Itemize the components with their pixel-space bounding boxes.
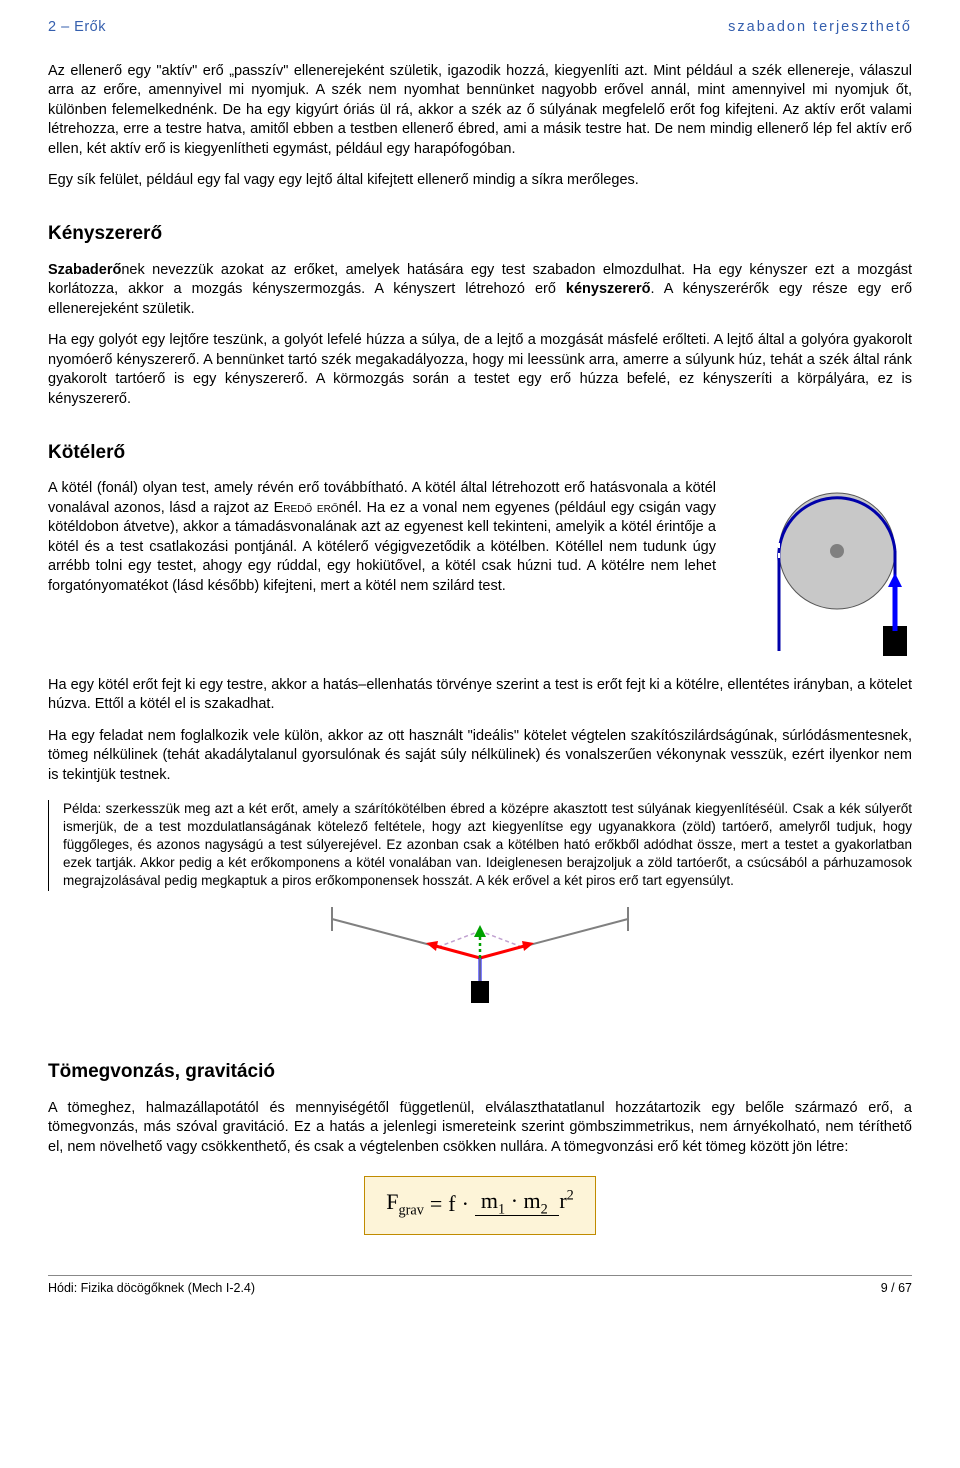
formula-m1: m: [481, 1188, 498, 1213]
footer-left: Hódi: Fizika döcögőknek (Mech I-2.4): [48, 1280, 255, 1297]
header-right: szabadon terjeszthető: [728, 18, 912, 38]
term-szabadero: Szabaderő: [48, 262, 121, 278]
heading-tomegvonzas: Tömegvonzás, gravitáció: [48, 1059, 912, 1085]
formula-eq: =: [430, 1189, 442, 1219]
paragraph-tomeg-1: A tömeghez, halmazállapotától és mennyis…: [48, 1099, 912, 1158]
formula-m2sub: 2: [541, 1202, 548, 1218]
page-footer: Hódi: Fizika döcögőknek (Mech I-2.4) 9 /…: [48, 1275, 912, 1297]
formula-dot1: ·: [462, 1189, 469, 1219]
footer-right: 9 / 67: [881, 1280, 912, 1297]
formula-f: f: [448, 1189, 455, 1219]
ref-eredo-ero: Eredő erő: [274, 500, 339, 516]
formula-dot2: ·: [511, 1188, 518, 1213]
header-left: 2 – Erők: [48, 18, 106, 38]
term-kenyszerero: kényszererő: [566, 281, 651, 297]
formula-r: r: [559, 1188, 566, 1213]
formula-m1sub: 1: [498, 1202, 505, 1218]
formula-gravitation: Fgrav = f · m1 · m2 r2: [364, 1176, 596, 1236]
paragraph-intro-2: Egy sík felület, például egy fal vagy eg…: [48, 171, 912, 191]
formula-F: F: [386, 1189, 398, 1214]
paragraph-kotel-3: Ha egy feladat nem foglalkozik vele külö…: [48, 727, 912, 786]
heading-kotelero: Kötélerő: [48, 440, 912, 466]
paragraph-kenyszer-1: Szabaderőnek nevezzük azokat az erőket, …: [48, 261, 912, 320]
formula-rsup: 2: [567, 1188, 574, 1204]
page-header: 2 – Erők szabadon terjeszthető: [48, 18, 912, 38]
heading-kenyszerero: Kényszererő: [48, 221, 912, 247]
pulley-diagram: [732, 481, 912, 668]
rope-force-diagram: [48, 903, 912, 1030]
formula-Fsub: grav: [398, 1202, 423, 1218]
paragraph-intro-1: Az ellenerő egy "aktív" erő „passzív" el…: [48, 62, 912, 160]
example-text: Példa: szerkesszük meg azt a két erőt, a…: [63, 801, 912, 889]
paragraph-kotel-2: Ha egy kötél erőt fejt ki egy testre, ak…: [48, 676, 912, 715]
example-block: Példa: szerkesszük meg azt a két erőt, a…: [48, 800, 912, 891]
formula-m2: m: [524, 1188, 541, 1213]
paragraph-kenyszer-2: Ha egy golyót egy lejtőre teszünk, a gol…: [48, 331, 912, 409]
